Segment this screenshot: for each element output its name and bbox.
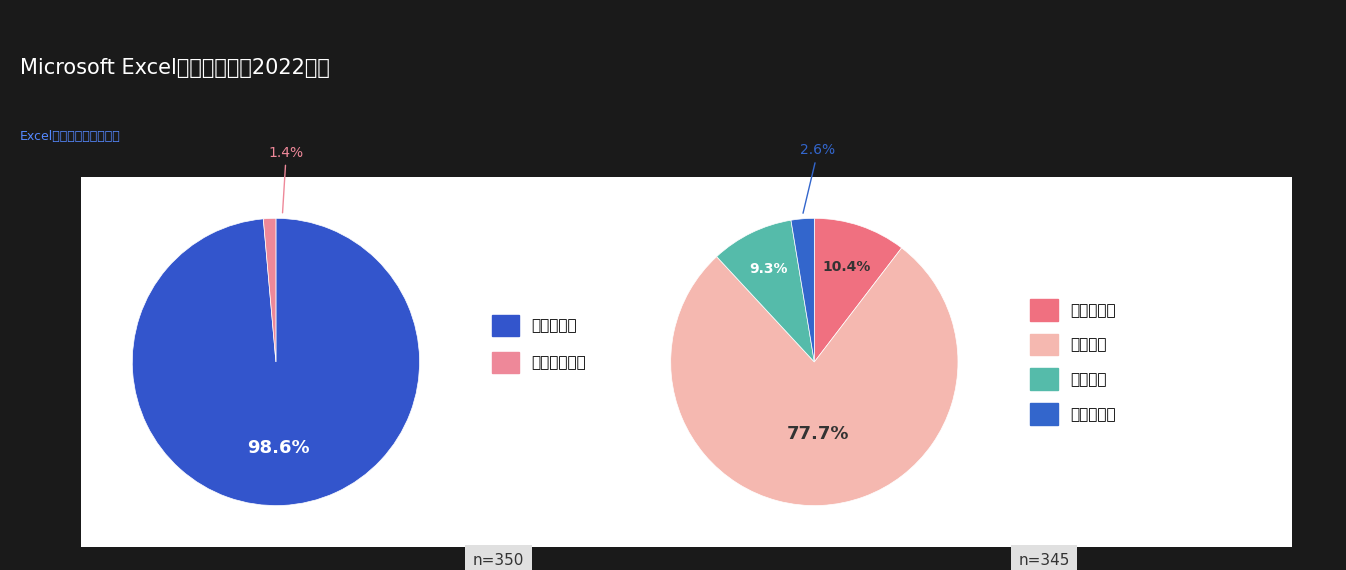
Legend: 使っている, 使っていない: 使っている, 使っていない — [491, 315, 587, 373]
Text: 9.3%: 9.3% — [750, 262, 787, 276]
Text: n=345: n=345 — [1019, 553, 1070, 568]
Text: 10.4%: 10.4% — [822, 260, 871, 274]
Wedge shape — [791, 218, 814, 362]
Wedge shape — [670, 248, 958, 506]
Text: Microsoft Excelの利用状況（2022年）: Microsoft Excelの利用状況（2022年） — [20, 58, 330, 79]
Text: 2.6%: 2.6% — [801, 144, 836, 213]
Text: 98.6%: 98.6% — [248, 439, 310, 457]
Wedge shape — [716, 220, 814, 362]
Wedge shape — [264, 218, 276, 362]
Legend: とても満足, まあ満足, やや不満, とても不満: とても満足, まあ満足, やや不満, とても不満 — [1030, 299, 1116, 425]
Text: 77.7%: 77.7% — [786, 425, 849, 443]
Text: n=350: n=350 — [472, 553, 524, 568]
Text: Excelの利用状況と満足度: Excelの利用状況と満足度 — [20, 131, 121, 143]
Wedge shape — [814, 218, 902, 362]
Wedge shape — [132, 218, 420, 506]
Text: 1.4%: 1.4% — [269, 146, 304, 213]
